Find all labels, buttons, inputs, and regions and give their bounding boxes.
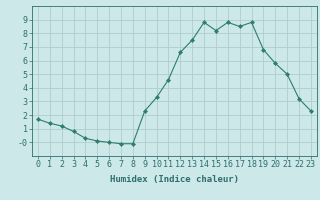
X-axis label: Humidex (Indice chaleur): Humidex (Indice chaleur) — [110, 175, 239, 184]
